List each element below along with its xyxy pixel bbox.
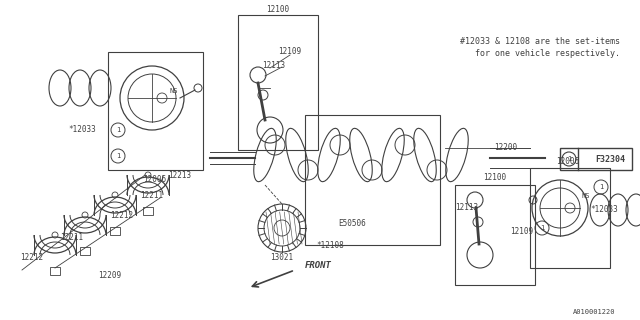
Text: 1: 1 <box>540 225 544 231</box>
Bar <box>143 207 153 215</box>
Bar <box>455 185 535 285</box>
Text: 1: 1 <box>599 184 603 190</box>
Text: *12108: *12108 <box>316 241 344 250</box>
Text: for one vehicle respectively.: for one vehicle respectively. <box>460 50 620 59</box>
Text: 12100: 12100 <box>483 173 507 182</box>
Text: 12212: 12212 <box>110 211 133 220</box>
Bar <box>110 227 120 235</box>
Text: FRONT: FRONT <box>305 261 332 270</box>
Text: 12213: 12213 <box>168 171 191 180</box>
Bar <box>50 267 60 275</box>
Text: E50506: E50506 <box>338 220 365 228</box>
Bar <box>305 115 440 245</box>
Text: 12109: 12109 <box>278 47 301 57</box>
Text: NS: NS <box>170 88 179 94</box>
Text: 1: 1 <box>116 127 120 133</box>
Text: 12212: 12212 <box>20 253 43 262</box>
Text: 12211: 12211 <box>60 234 83 243</box>
Bar <box>238 15 318 150</box>
Text: 12209: 12209 <box>99 270 122 279</box>
Text: A010001220: A010001220 <box>573 309 615 315</box>
Bar <box>108 52 203 170</box>
Text: 12211: 12211 <box>140 191 163 201</box>
Text: F32304: F32304 <box>595 155 625 164</box>
Text: 12006: 12006 <box>143 175 166 185</box>
Text: 12113: 12113 <box>455 204 478 212</box>
Text: 12200: 12200 <box>494 143 517 153</box>
Text: 1: 1 <box>116 153 120 159</box>
Bar <box>560 148 632 170</box>
Text: 13021: 13021 <box>271 253 294 262</box>
Text: 12113: 12113 <box>262 60 285 69</box>
Text: #12033 & 12108 are the set-items: #12033 & 12108 are the set-items <box>460 37 620 46</box>
Text: NS: NS <box>582 193 590 199</box>
Bar <box>530 168 610 268</box>
Text: 12100: 12100 <box>266 5 289 14</box>
Text: 12109: 12109 <box>510 228 533 236</box>
Text: 1: 1 <box>567 156 571 162</box>
Text: *12033: *12033 <box>68 125 96 134</box>
Text: 12006: 12006 <box>556 157 580 166</box>
Bar <box>80 247 90 255</box>
Text: *12033: *12033 <box>590 205 618 214</box>
